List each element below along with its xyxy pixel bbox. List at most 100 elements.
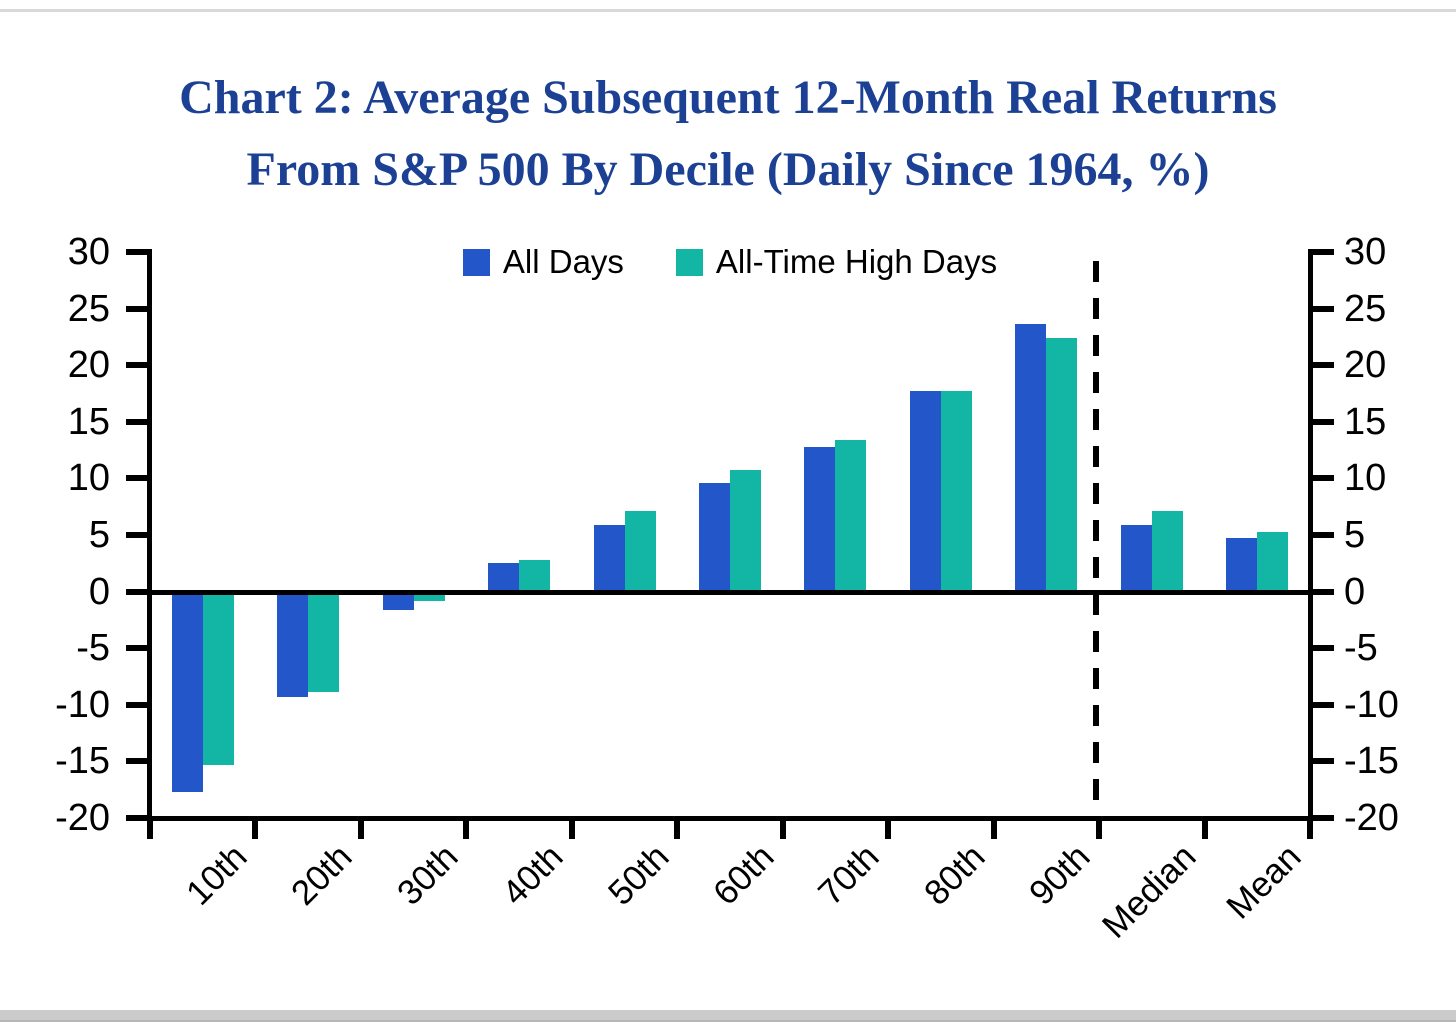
- y-axis-left-tick: [126, 475, 150, 482]
- y-axis-left-tick: [126, 815, 150, 821]
- legend: All Days All-Time High Days: [150, 244, 1310, 280]
- bar-all-time-high-days-10th: [202, 591, 234, 765]
- bar-all-days-30th: [382, 591, 414, 610]
- bar-all-days-70th: [804, 446, 836, 592]
- bar-all-days-20th: [277, 591, 309, 697]
- x-axis-tick: [357, 821, 364, 839]
- legend-swatch-all-days: [462, 248, 490, 276]
- x-axis-tick: [779, 821, 786, 839]
- x-axis-label-20th: 20th: [284, 837, 360, 913]
- y-axis-left-tick: [126, 305, 150, 312]
- y-axis-right-tick: [1310, 701, 1334, 708]
- bar-all-days-40th: [488, 563, 520, 592]
- y-axis-right-tick-label: 25: [1344, 287, 1387, 330]
- zero-baseline: [150, 589, 1310, 595]
- y-axis-right-tick-label: 10: [1344, 457, 1387, 500]
- y-axis-left-tick-label: -5: [76, 627, 110, 670]
- y-axis-left-tick-label: -20: [55, 797, 110, 839]
- y-axis-left-tick-label: 10: [67, 457, 110, 500]
- x-axis-tick: [1201, 821, 1208, 839]
- bar-all-days-90th: [1015, 324, 1047, 592]
- top-divider: [0, 9, 1456, 12]
- y-axis-left-tick-label: 25: [67, 287, 110, 330]
- x-axis-tick: [568, 821, 575, 839]
- chart-title: Chart 2: Average Subsequent 12-Month Rea…: [0, 62, 1456, 206]
- chart-title-line1: Chart 2: Average Subsequent 12-Month Rea…: [179, 71, 1277, 125]
- y-axis-right-tick: [1310, 815, 1334, 821]
- y-axis-right-tick: [1310, 532, 1334, 538]
- bar-all-time-high-days-30th: [413, 591, 445, 601]
- y-axis-left-tick-label: 5: [88, 514, 110, 556]
- bar-all-days-mean: [1226, 538, 1258, 592]
- y-axis-right-tick: [1310, 758, 1334, 765]
- x-axis-label-mean: Mean: [1219, 837, 1309, 927]
- bar-all-days-80th: [909, 391, 941, 592]
- y-axis-right-tick-label: 20: [1344, 344, 1387, 387]
- y-axis-left-tick: [126, 645, 150, 652]
- x-axis-label-50th: 50th: [600, 837, 677, 913]
- x-axis-label-80th: 80th: [916, 837, 993, 913]
- legend-label: All-Time High Days: [715, 243, 998, 280]
- y-axis-right-tick-label: 30: [1344, 231, 1387, 273]
- bar-all-days-median: [1120, 524, 1152, 592]
- bar-all-time-high-days-90th: [1046, 338, 1078, 592]
- y-axis-left-tick-label: 0: [88, 570, 110, 613]
- y-axis-right-tick: [1310, 475, 1334, 482]
- x-axis-label-60th: 60th: [705, 837, 782, 913]
- y-axis-left-tick: [126, 418, 150, 425]
- x-axis-tick: [1096, 821, 1103, 839]
- y-axis-right-tick-label: -15: [1344, 740, 1399, 783]
- y-axis-right-tick-label: -20: [1344, 797, 1399, 839]
- median-separator-dashed-line: [1093, 261, 1100, 818]
- y-axis-left-tick: [126, 362, 150, 369]
- x-axis-tick: [252, 821, 259, 839]
- x-axis-tick: [147, 821, 153, 839]
- y-axis-right-tick-label: 5: [1344, 514, 1366, 556]
- y-axis-left-tick-label: 20: [67, 344, 110, 387]
- y-axis-left-tick-label: 15: [67, 400, 110, 443]
- y-axis-right-tick: [1310, 362, 1334, 369]
- bar-all-days-50th: [593, 524, 625, 592]
- y-axis-left-tick: [126, 249, 150, 255]
- bar-all-time-high-days-70th: [835, 439, 867, 592]
- bar-all-time-high-days-mean: [1257, 531, 1289, 592]
- y-axis-left-tick: [126, 701, 150, 708]
- y-axis-right-tick: [1310, 249, 1334, 255]
- y-axis-right-tick: [1310, 588, 1334, 595]
- bar-all-time-high-days-median: [1151, 511, 1183, 592]
- y-axis-left-tick-label: -15: [55, 740, 110, 783]
- bar-all-time-high-days-60th: [730, 470, 761, 592]
- x-axis-label-40th: 40th: [494, 837, 571, 913]
- y-axis-right-tick-label: 0: [1344, 570, 1366, 613]
- y-axis-left-tick-label: -10: [55, 683, 110, 726]
- y-axis-right-tick-label: -5: [1344, 627, 1378, 670]
- x-axis-tick: [463, 821, 470, 839]
- x-axis-label-90th: 90th: [1022, 837, 1098, 913]
- y-axis-left-line: [147, 249, 152, 824]
- legend-item: All Days: [462, 244, 624, 280]
- bar-all-time-high-days-80th: [940, 391, 972, 592]
- x-axis-tick: [990, 821, 997, 839]
- bar-all-time-high-days-20th: [308, 591, 340, 693]
- legend-swatch-all-time-high-days: [675, 248, 703, 276]
- bar-all-days-60th: [699, 482, 730, 592]
- x-axis-tick: [1307, 821, 1313, 839]
- x-axis-tick: [674, 821, 681, 839]
- x-axis-label-median: Median: [1094, 837, 1204, 946]
- y-axis-left-tick-label: 30: [67, 231, 110, 273]
- y-axis-left-tick: [126, 758, 150, 765]
- y-axis-right-tick: [1310, 418, 1334, 425]
- x-axis-label-10th: 10th: [178, 837, 255, 913]
- x-axis-tick: [885, 821, 892, 839]
- chart-title-line2: From S&P 500 By Decile (Daily Since 1964…: [246, 143, 1210, 197]
- y-axis-left-tick: [126, 588, 150, 595]
- bottom-divider: [0, 1010, 1456, 1022]
- y-axis-right-tick: [1310, 305, 1334, 312]
- y-axis-right-tick-label: -10: [1344, 683, 1399, 726]
- y-axis-right-tick-label: 15: [1344, 400, 1387, 443]
- bar-all-time-high-days-50th: [624, 511, 656, 592]
- y-axis-right-tick: [1310, 645, 1334, 652]
- legend-item: All-Time High Days: [675, 243, 998, 280]
